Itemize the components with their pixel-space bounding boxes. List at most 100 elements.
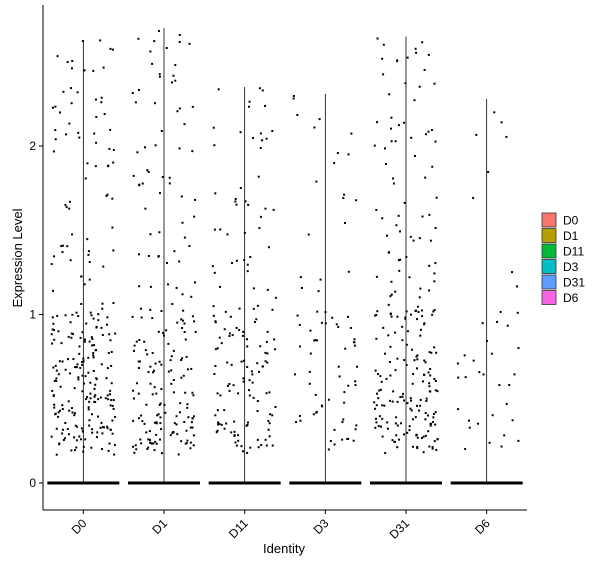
data-point — [255, 318, 258, 321]
data-point — [218, 285, 221, 288]
data-point — [296, 314, 299, 317]
data-point — [429, 390, 432, 393]
data-point — [256, 362, 259, 365]
data-point — [234, 197, 237, 200]
data-point — [274, 348, 277, 351]
data-point — [389, 345, 392, 348]
data-point — [90, 336, 93, 339]
data-point — [235, 326, 238, 329]
data-point — [381, 417, 384, 420]
data-point — [112, 302, 115, 305]
data-point — [293, 373, 296, 376]
data-point — [268, 422, 271, 425]
data-point — [191, 150, 194, 153]
data-point — [190, 295, 193, 298]
data-point — [411, 445, 414, 448]
data-point — [299, 419, 302, 422]
data-point — [190, 367, 193, 370]
data-point — [240, 360, 243, 363]
data-point — [212, 314, 215, 317]
data-point — [159, 422, 162, 425]
data-point — [80, 427, 83, 430]
data-point — [66, 245, 69, 248]
data-point — [110, 399, 113, 402]
data-point — [424, 434, 427, 437]
data-point — [70, 102, 73, 105]
data-point — [259, 132, 262, 135]
data-point — [66, 61, 69, 64]
data-point — [246, 345, 249, 348]
data-point — [77, 376, 80, 379]
data-point — [88, 260, 91, 263]
data-point — [149, 285, 152, 288]
data-point — [343, 221, 346, 224]
data-point — [57, 373, 60, 376]
data-point — [296, 113, 299, 116]
data-point — [342, 197, 345, 200]
data-point — [499, 310, 502, 313]
data-point — [52, 150, 55, 153]
data-point — [216, 409, 219, 412]
data-point — [433, 377, 436, 380]
data-point — [83, 69, 86, 72]
data-point — [107, 164, 110, 167]
data-point — [79, 366, 82, 369]
data-point — [74, 424, 77, 427]
data-point — [405, 343, 408, 346]
data-point — [401, 395, 404, 398]
data-point — [373, 401, 376, 404]
data-point — [266, 330, 269, 333]
data-point — [226, 233, 229, 236]
data-point — [132, 419, 135, 422]
data-point — [193, 320, 196, 323]
data-point — [422, 435, 425, 438]
data-point — [183, 123, 186, 126]
data-point — [192, 434, 195, 437]
data-point — [106, 394, 109, 397]
data-point — [138, 253, 141, 256]
data-point — [93, 387, 96, 390]
data-point — [490, 352, 493, 355]
data-point — [428, 264, 431, 267]
data-point — [87, 371, 90, 374]
data-point — [71, 411, 74, 414]
data-point — [383, 404, 386, 407]
x-tick-label: D1 — [149, 516, 170, 537]
data-point — [132, 174, 135, 177]
data-point — [219, 394, 222, 397]
data-point — [159, 438, 162, 441]
data-point — [108, 333, 111, 336]
data-point — [405, 310, 408, 313]
y-tick-label: 2 — [29, 139, 36, 153]
data-point — [172, 74, 175, 77]
data-point — [149, 382, 152, 385]
data-point — [472, 196, 475, 199]
data-point — [64, 368, 67, 371]
data-point — [403, 121, 406, 124]
data-point — [155, 392, 158, 395]
data-point — [162, 331, 165, 334]
data-point — [112, 148, 115, 151]
data-point — [70, 449, 73, 452]
data-point — [63, 437, 66, 440]
data-point — [180, 376, 183, 379]
data-point — [456, 362, 459, 365]
data-point — [83, 382, 86, 385]
data-point — [414, 47, 417, 50]
data-point — [375, 313, 378, 316]
data-point — [317, 290, 320, 293]
data-point — [418, 85, 421, 88]
data-point — [406, 56, 409, 59]
data-point — [85, 322, 88, 325]
data-point — [498, 384, 501, 387]
data-point — [428, 445, 431, 448]
data-point — [237, 392, 240, 395]
data-point — [226, 384, 229, 387]
data-point — [92, 352, 95, 355]
data-point — [238, 328, 241, 331]
data-point — [428, 289, 431, 292]
data-point — [152, 369, 155, 372]
data-point — [343, 401, 346, 404]
data-point — [68, 207, 71, 210]
